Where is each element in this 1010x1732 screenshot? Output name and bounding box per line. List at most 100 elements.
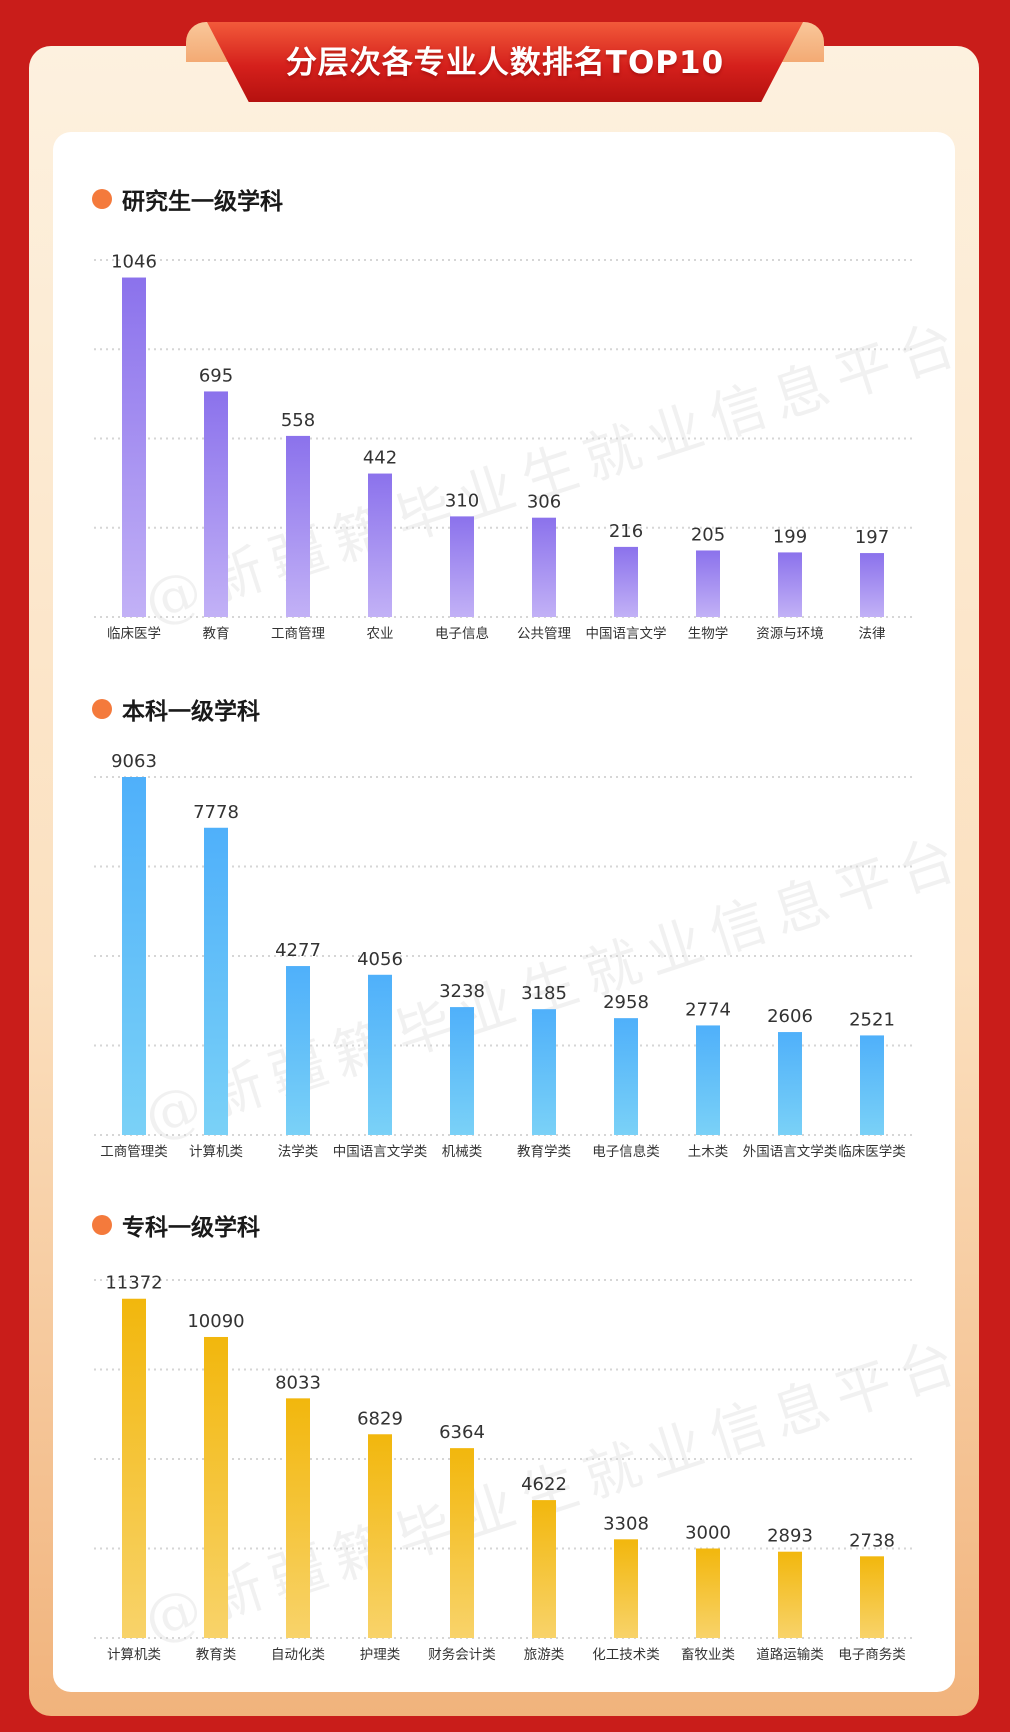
- bar-3: [286, 966, 310, 1135]
- category-label: 教育学类: [517, 1144, 571, 1160]
- bar-1: [122, 1298, 146, 1638]
- bar-2: [204, 827, 228, 1135]
- category-label: 临床医学: [107, 626, 161, 642]
- data-label: 9063: [111, 751, 157, 772]
- bar-9: [778, 1032, 802, 1135]
- bar-6: [532, 1009, 556, 1135]
- data-label: 216: [609, 521, 643, 542]
- category-label: 教育: [203, 626, 230, 642]
- data-label: 4622: [521, 1474, 567, 1495]
- bar-6: [532, 517, 556, 617]
- bar-5: [450, 1448, 474, 1638]
- category-label: 法律: [859, 626, 886, 642]
- bar-10: [860, 1035, 884, 1135]
- data-label: 3308: [603, 1513, 649, 1534]
- category-label: 法学类: [278, 1144, 319, 1160]
- category-label: 机械类: [442, 1144, 483, 1160]
- category-label: 中国语言文学: [586, 626, 667, 642]
- data-label: 2606: [767, 1006, 813, 1027]
- bar-2: [204, 1336, 228, 1638]
- section-title-graduate-text: 研究生一级学科: [122, 189, 283, 215]
- data-label: 197: [855, 527, 889, 548]
- bar-4: [368, 974, 392, 1135]
- data-label: 4277: [275, 940, 321, 961]
- section-title-undergraduate-text: 本科一级学科: [122, 699, 260, 725]
- category-label: 公共管理: [517, 626, 571, 642]
- bullet-dot-icon: [92, 699, 112, 719]
- bullet-dot-icon: [92, 189, 112, 209]
- bar-6: [532, 1500, 556, 1638]
- bar-10: [860, 553, 884, 617]
- bar-1: [122, 277, 146, 617]
- bar-1: [122, 777, 146, 1135]
- bullet-dot-icon: [92, 1215, 112, 1235]
- data-label: 199: [773, 526, 807, 547]
- category-label: 财务会计类: [428, 1647, 496, 1663]
- category-label: 护理类: [360, 1647, 401, 1663]
- data-label: 306: [527, 492, 561, 513]
- section-title-graduate: 研究生一级学科: [92, 182, 283, 216]
- bar-3: [286, 435, 310, 617]
- bar-9: [778, 1551, 802, 1638]
- data-label: 11372: [105, 1273, 162, 1294]
- data-label: 8033: [275, 1372, 321, 1393]
- category-label: 计算机类: [189, 1144, 243, 1160]
- bar-5: [450, 1007, 474, 1135]
- category-label: 外国语言文学类: [743, 1144, 838, 1160]
- category-label: 农业: [367, 626, 394, 642]
- section-title-college: 专科一级学科: [92, 1208, 260, 1242]
- category-label: 电子商务类: [838, 1647, 906, 1663]
- category-label: 教育类: [196, 1647, 237, 1663]
- data-label: 10090: [187, 1311, 244, 1332]
- category-label: 临床医学类: [838, 1144, 906, 1160]
- bar-9: [778, 552, 802, 617]
- category-label: 生物学: [688, 626, 729, 642]
- bar-7: [614, 1539, 638, 1638]
- data-label: 6364: [439, 1422, 485, 1443]
- bar-3: [286, 1398, 310, 1638]
- data-label: 558: [281, 410, 315, 431]
- category-label: 计算机类: [107, 1647, 161, 1663]
- category-label: 旅游类: [524, 1647, 565, 1663]
- bar-7: [614, 546, 638, 617]
- data-label: 7778: [193, 802, 239, 823]
- data-label: 2958: [603, 992, 649, 1013]
- data-label: 442: [363, 448, 397, 469]
- category-label: 中国语言文学类: [333, 1144, 428, 1160]
- bar-8: [696, 1025, 720, 1135]
- data-label: 695: [199, 365, 233, 386]
- category-label: 土木类: [688, 1144, 729, 1160]
- undergraduate-bar-chart: 9063 工商管理类 7778 计算机类 4277 法学类 4056 中国语言文学类 3238 机…: [94, 751, 915, 1160]
- data-label: 6829: [357, 1408, 403, 1429]
- data-label: 2738: [849, 1530, 895, 1551]
- data-label: 310: [445, 490, 479, 511]
- data-label: 3238: [439, 981, 485, 1002]
- category-label: 工商管理类: [100, 1144, 168, 1160]
- bar-8: [696, 550, 720, 617]
- category-label: 电子信息: [435, 625, 489, 642]
- page-title: 分层次各专业人数排名TOP10: [285, 44, 725, 81]
- section-title-college-text: 专科一级学科: [122, 1215, 260, 1241]
- chart-card: [53, 132, 955, 1692]
- data-label: 2774: [685, 999, 731, 1020]
- bar-10: [860, 1556, 884, 1638]
- category-label: 工商管理: [271, 626, 325, 642]
- college-bar-chart: 11372 计算机类 10090 教育类 8033 自动化类 6829 护理类 6364 财务会计…: [94, 1273, 915, 1663]
- data-label: 205: [691, 524, 725, 545]
- bar-2: [204, 391, 228, 617]
- bar-7: [614, 1018, 638, 1135]
- bar-8: [696, 1548, 720, 1638]
- bar-4: [368, 1434, 392, 1638]
- category-label: 化工技术类: [592, 1647, 660, 1663]
- section-title-undergraduate: 本科一级学科: [92, 692, 260, 726]
- data-label: 4056: [357, 949, 403, 970]
- data-label: 2893: [767, 1526, 813, 1547]
- category-label: 资源与环境: [756, 626, 824, 642]
- category-label: 道路运输类: [756, 1647, 824, 1663]
- category-label: 自动化类: [271, 1647, 325, 1663]
- data-label: 3000: [685, 1523, 731, 1544]
- bar-5: [450, 516, 474, 617]
- data-label: 2521: [849, 1009, 895, 1030]
- category-label: 电子信息类: [592, 1143, 660, 1160]
